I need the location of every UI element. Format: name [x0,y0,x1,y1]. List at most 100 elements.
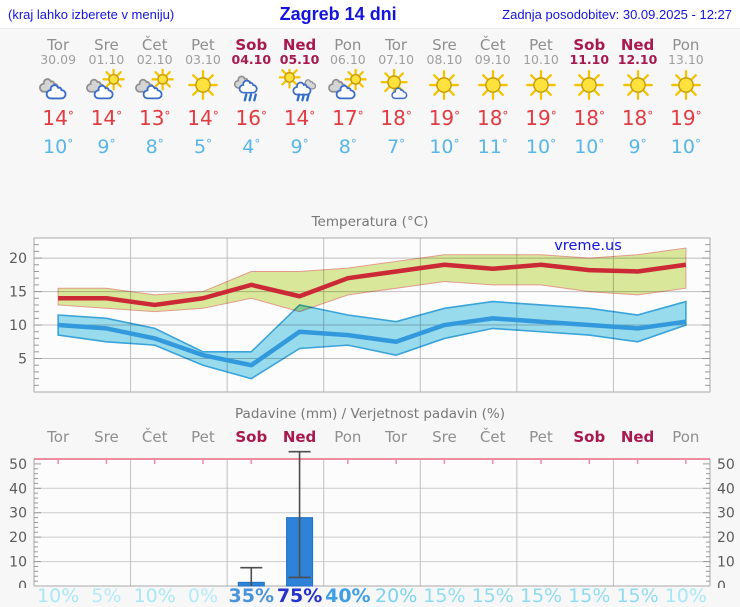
svg-text:40: 40 [9,481,27,497]
weather-icon-mostly-sunny [372,67,420,105]
day-name: Čet [141,36,168,54]
temp-min: 9° [290,136,309,158]
temp-max: 18° [380,106,412,130]
forecast-day-column: Tor 07.10 18° 7° [372,37,420,162]
precip-day-label: Ned [620,428,655,446]
svg-text:10: 10 [717,555,735,571]
svg-text:10: 10 [9,555,27,571]
forecast-day-column: Sob 11.10 18° 10° [565,37,613,162]
precip-day-label: Sob [573,428,606,446]
precipitation-chart-title: Padavine (mm) / Verjetnost padavin (%) [235,406,505,422]
precip-probability: 15% [471,585,514,607]
precip-probability: 15% [568,585,611,607]
day-date: 12.10 [617,52,658,67]
day-date: 10.10 [523,52,559,67]
temp-max: 14° [187,106,219,130]
temperature-chart-plot: 5 10 15 20 vreme.us [9,237,711,393]
temp-max: 14° [283,106,316,130]
last-updated: Zadnja posodobitev: 30.09.2025 - 12:27 [502,6,732,22]
precip-day-label: Tor [385,428,408,446]
day-name: Ned [620,36,655,54]
precipitation-chart-plot: 0 0 10 10 20 20 30 30 40 40 50 50 [9,450,735,588]
weather-icon-cloudy [34,67,82,105]
day-date: 07.10 [378,52,415,67]
day-name: Pet [191,36,215,54]
day-date: 11.10 [569,52,610,67]
precip-probability: 0% [187,585,219,607]
weather-icon-sunny [517,67,565,105]
precip-probability: 75% [276,585,323,607]
precip-probability: 5% [91,585,122,607]
forecast-day-column: Pon 13.10 19° 10° [662,37,710,162]
forecast-day-column: Tor 30.09 14° 10° [34,37,82,162]
day-name: Tor [47,36,70,54]
day-date: 05.10 [279,52,320,67]
day-date: 02.10 [136,52,173,67]
temp-min: 10° [43,136,74,158]
temp-min: 10° [525,136,557,158]
precip-day-label: Sre [94,428,119,446]
precip-probability: 10% [133,585,176,607]
day-name: Pon [334,36,362,54]
location-menu-note: (kraj lahko izberete v meniju) [8,6,175,22]
weather-icon-partly-sunny [82,67,130,105]
day-date: 08.10 [426,52,463,67]
precip-day-label: Čet [479,428,506,446]
line-min-temp [57,316,687,368]
watermark-link[interactable]: vreme.us [554,238,622,254]
day-date: 04.10 [231,52,272,67]
temp-min: 5° [193,136,213,158]
day-name: Tor [385,36,408,54]
temp-max: 17° [332,106,364,130]
day-name: Pon [672,36,700,54]
temp-max: 14° [90,106,123,130]
precip-day-label: Ned [282,428,317,446]
precip-probability: 35% [228,585,275,607]
forecast-day-column: Čet 09.10 18° 11° [469,37,517,162]
page-title: Zagreb 14 dni [279,3,397,24]
weather-icon-sunny [420,67,468,105]
forecast-day-column: Sre 08.10 19° 10° [420,37,468,162]
weather-icon-sun-showers [275,67,323,105]
temp-min: 10° [429,136,460,158]
svg-text:30: 30 [717,506,735,522]
precip-probability-row: 10% 5% 10% 0% 35% 75% 40% 20% 15% 15% 15% 15% 15% 10% [34,585,710,607]
day-name: Pet [529,36,553,54]
svg-text:20: 20 [9,251,27,267]
forecast-day-column: Pet 10.10 19° 10° [517,37,565,162]
day-date: 06.10 [329,52,366,67]
precip-probability: 10% [664,585,707,607]
weather-icon-rain [227,67,275,105]
temp-max: 14° [42,106,74,130]
line-max-temp [58,262,687,308]
temp-max: 19° [525,106,557,130]
precip-probability: 15% [519,585,563,607]
forecast-day-column: Pet 03.10 14° 5° [179,37,227,162]
weather-icon-sunny [565,67,613,105]
precip-day-label: Čet [141,428,168,446]
forecast-day-column: Čet 02.10 13° 8° [131,37,179,162]
temp-min: 8° [338,136,357,158]
precip-day-label: Pon [334,428,362,446]
temperature-chart-title: Temperatura (°C) [311,214,429,230]
precip-day-label: Tor [47,428,70,446]
temp-min: 10° [670,136,701,158]
temp-max: 19° [428,106,461,130]
precip-probability: 20% [375,585,418,607]
precip-probability: 15% [616,585,659,607]
svg-text:20: 20 [9,530,27,546]
svg-text:5: 5 [18,352,27,368]
day-name: Sre [94,36,119,54]
temp-min: 4° [242,136,261,158]
weather-icon-sunny [179,67,227,105]
precip-day-label: Sre [432,428,457,446]
day-date: 03.10 [185,52,221,67]
weather-icon-sunny [469,67,517,105]
svg-text:50: 50 [717,457,735,473]
weather-icon-sunny [662,67,710,105]
precip-day-labels: Tor Sre Čet Pet Sob Ned Pon Tor Sre Čet Pet Sob Ned P… [34,424,710,450]
svg-text:10: 10 [9,318,27,334]
precip-day-label: Pon [672,428,700,446]
precip-day-label: Pet [529,428,553,446]
day-name: Sob [235,36,268,54]
